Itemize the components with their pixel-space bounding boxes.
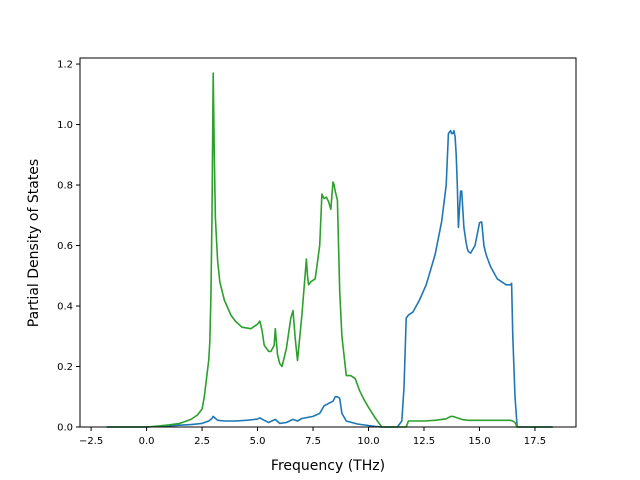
y-tick-label: 0.6 — [57, 241, 73, 252]
x-tick-label: 0.0 — [139, 436, 155, 447]
x-axis-ticks: −2.5 0.0 2.5 5.0 7.5 10.0 12.5 15.0 17.5 — [79, 427, 546, 447]
x-tick-label: −2.5 — [79, 436, 103, 447]
y-axis-label: Partial Density of States — [26, 159, 42, 327]
x-tick-label: 10.0 — [357, 436, 379, 447]
y-tick-label: 1.2 — [57, 60, 73, 71]
series-line-2 — [106, 72, 553, 428]
y-tick-label: 1.0 — [57, 120, 73, 131]
x-tick-label: 2.5 — [194, 436, 210, 447]
x-tick-label: 15.0 — [468, 436, 490, 447]
x-axis-label: Frequency (THz) — [271, 458, 385, 474]
y-tick-label: 0.8 — [57, 181, 73, 192]
series-layer — [106, 72, 553, 428]
x-tick-label: 17.5 — [524, 436, 546, 447]
x-tick-label: 5.0 — [250, 436, 266, 447]
y-axis-ticks: 0.0 0.2 0.4 0.6 0.8 1.0 1.2 — [57, 60, 80, 434]
axes-frame — [79, 57, 577, 428]
y-tick-label: 0.0 — [57, 423, 73, 434]
y-tick-label: 0.4 — [57, 302, 73, 313]
x-tick-label: 7.5 — [305, 436, 321, 447]
series-line-1 — [106, 129, 553, 428]
x-tick-label: 12.5 — [413, 436, 435, 447]
y-tick-label: 0.2 — [57, 362, 73, 373]
